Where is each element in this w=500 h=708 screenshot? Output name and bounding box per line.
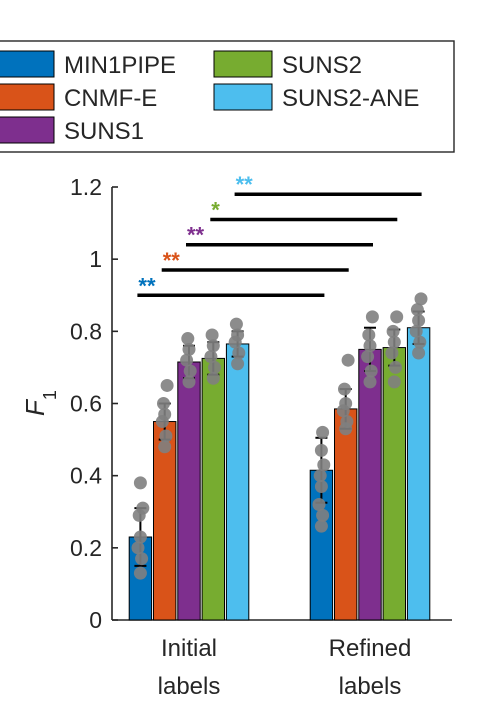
data-point xyxy=(340,415,354,429)
significance-label: ** xyxy=(236,172,254,197)
legend-swatch xyxy=(0,50,55,78)
data-point xyxy=(387,335,401,349)
significance-label: ** xyxy=(138,273,156,298)
bar xyxy=(177,361,201,621)
data-point xyxy=(158,440,172,454)
data-point xyxy=(159,429,173,443)
bar xyxy=(201,357,226,621)
data-point xyxy=(412,314,426,328)
bar xyxy=(358,348,382,621)
data-point xyxy=(363,375,377,389)
data-point xyxy=(131,541,145,555)
data-point xyxy=(157,397,170,410)
legend-label: SUNS1 xyxy=(64,118,144,145)
data-point xyxy=(314,443,328,457)
data-point xyxy=(361,350,375,364)
y-tick-label: 0.4 xyxy=(70,463,102,489)
data-point xyxy=(231,357,245,371)
bar xyxy=(382,347,407,621)
data-point xyxy=(133,566,147,580)
significance-label: ** xyxy=(187,223,205,248)
data-point xyxy=(158,407,172,421)
significance-label: * xyxy=(211,197,220,222)
data-point xyxy=(316,508,330,522)
data-point xyxy=(390,310,404,324)
data-point xyxy=(136,501,150,515)
legend-label: SUNS2-ANE xyxy=(282,85,419,112)
data-point xyxy=(206,339,220,353)
data-points xyxy=(131,292,428,580)
data-point xyxy=(314,519,328,533)
y-tick-label: 0.8 xyxy=(70,318,102,344)
x-tick-label: Refined labels xyxy=(329,635,412,700)
data-point xyxy=(204,350,218,364)
x-tick-label: Initial labels xyxy=(158,635,221,700)
bar xyxy=(334,408,358,621)
data-point xyxy=(409,324,423,338)
data-point xyxy=(231,328,245,342)
data-point xyxy=(232,346,246,360)
data-point xyxy=(317,458,331,472)
data-point xyxy=(339,397,353,410)
data-point xyxy=(386,324,400,338)
data-point xyxy=(183,364,197,378)
y-tick-label: 1.2 xyxy=(70,174,102,200)
y-axis-label-main: F xyxy=(20,398,50,416)
data-point xyxy=(312,498,326,512)
y-axis-label-subscript: 1 xyxy=(40,390,60,400)
data-point xyxy=(206,371,220,385)
data-point xyxy=(412,346,426,360)
legend-swatch xyxy=(0,116,55,144)
data-point xyxy=(387,375,401,389)
y-tick-label: 0.2 xyxy=(70,535,102,561)
y-tick-label: 1 xyxy=(89,246,102,272)
x-tick-label-line: Initial xyxy=(161,635,217,662)
bar xyxy=(406,327,431,621)
data-point xyxy=(362,328,376,342)
data-point xyxy=(341,353,355,367)
legend-label: CNMF-E xyxy=(64,85,157,112)
bar xyxy=(225,343,250,621)
x-tick-label-line: Refined xyxy=(329,635,412,662)
data-point xyxy=(180,353,194,367)
data-point xyxy=(364,364,378,378)
legend-swatch xyxy=(213,83,273,111)
data-point xyxy=(160,378,174,392)
data-point xyxy=(133,530,147,544)
data-point xyxy=(313,469,327,483)
data-point xyxy=(208,360,221,374)
data-point xyxy=(229,317,243,331)
data-point xyxy=(314,479,328,493)
y-tick-label: 0.6 xyxy=(70,391,102,417)
data-point xyxy=(414,292,428,306)
legend-swatch xyxy=(0,83,55,111)
data-point xyxy=(133,476,147,490)
x-tick-label-line: labels xyxy=(339,673,402,700)
legend: MIN1PIPE CNMF-E SUNS1 SUNS2 SUNS2-ANE xyxy=(0,40,455,153)
data-point xyxy=(413,335,427,349)
y-tick-label: 0 xyxy=(89,607,102,633)
x-tick-label-line: labels xyxy=(158,673,221,700)
bars xyxy=(128,327,431,621)
data-point xyxy=(205,328,219,342)
legend-label: MIN1PIPE xyxy=(64,52,176,79)
data-point xyxy=(365,310,379,324)
legend-label: SUNS2 xyxy=(282,52,362,79)
legend-swatch xyxy=(213,50,273,78)
y-axis-label: F1 xyxy=(20,390,60,416)
data-point xyxy=(385,346,399,360)
data-point xyxy=(363,339,377,353)
significance-lines: ********* xyxy=(137,172,422,298)
data-point xyxy=(135,552,149,566)
data-point xyxy=(182,375,196,389)
data-point xyxy=(182,342,196,356)
data-point xyxy=(389,360,402,374)
data-point xyxy=(181,332,195,346)
data-point xyxy=(316,425,330,439)
significance-label: ** xyxy=(163,248,181,273)
data-point xyxy=(410,303,424,317)
data-point xyxy=(338,382,351,396)
